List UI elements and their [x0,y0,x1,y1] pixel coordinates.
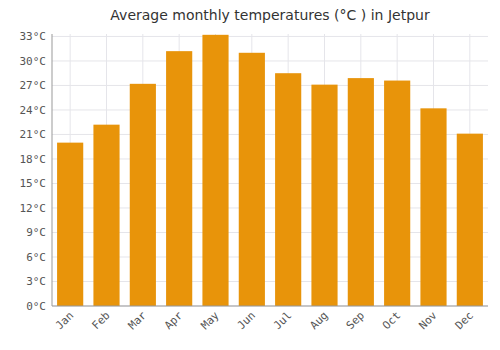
y-tick-label: 27°C [20,79,47,92]
chart-container: Average monthly temperatures (°C ) in Je… [0,0,500,350]
bar [457,134,483,306]
grid-line-y [52,36,488,37]
grid-line-y [52,306,488,307]
y-tick-label: 6°C [26,251,46,264]
x-tick-label: Jul [271,309,294,332]
title: Average monthly temperatures (°C ) in Je… [110,7,430,23]
x-tick-label: Jan [53,309,76,332]
y-tick-label: 30°C [20,55,47,68]
bar [384,81,410,306]
chart-svg: Average monthly temperatures (°C ) in Je… [0,0,500,350]
bar [202,35,228,306]
y-tick-label: 15°C [20,177,47,190]
bar [239,53,265,306]
bar [93,125,119,306]
y-tick-label: 0°C [26,300,46,313]
x-tick-label: Nov [416,309,440,333]
x-tick-label: Oct [380,309,403,332]
y-tick-label: 3°C [26,275,46,288]
bar [166,51,192,306]
y-tick-label: 9°C [26,226,46,239]
grid [52,34,488,306]
y-tick-label: 24°C [20,104,47,117]
bar [348,78,374,306]
y-axis-line [52,34,53,306]
y-tick-label: 12°C [20,202,47,215]
y-tick-label: 33°C [20,30,47,43]
grid-line-y [52,60,488,61]
x-tick-label: Mar [126,309,150,333]
bar [311,85,337,306]
x-tick-label: Dec [453,309,476,332]
x-tick-label: Apr [162,309,186,333]
bar [420,108,446,306]
x-tick-label: May [198,309,222,333]
y-tick-label: 21°C [20,128,47,141]
x-tick-label: Feb [89,309,112,332]
x-tick-label: Sep [344,309,367,332]
x-tick-label: Jun [235,309,258,332]
bar [130,84,156,306]
x-tick-label: Aug [307,309,330,332]
bar [275,73,301,306]
bars [57,35,483,306]
x-axis-line [52,306,488,307]
grid-line-y [52,85,488,86]
y-tick-label: 18°C [20,153,47,166]
bar [57,143,83,306]
axes: 0°C 3°C 6°C 9°C 12°C 15°C 18°C 21°C 24°C 27°C 30°C… [20,30,489,332]
